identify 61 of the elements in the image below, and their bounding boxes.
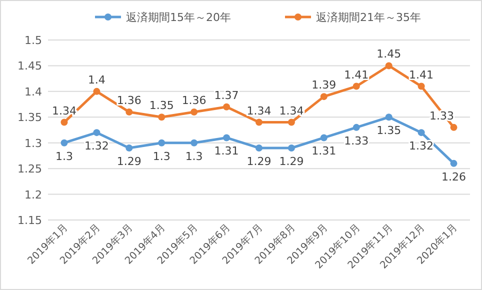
point bbox=[320, 93, 328, 100]
point bbox=[450, 124, 458, 131]
point bbox=[288, 144, 295, 152]
data-label: 1.29 bbox=[279, 155, 304, 168]
data-label: 1.32 bbox=[409, 140, 434, 153]
point bbox=[352, 124, 360, 131]
data-label: 1.3 bbox=[152, 150, 170, 163]
point bbox=[352, 82, 360, 90]
data-label: 1.3 bbox=[55, 150, 73, 163]
y-tick-label: 1.5 bbox=[24, 34, 42, 47]
y-tick-label: 1.2 bbox=[24, 188, 42, 202]
data-label: 1.34 bbox=[279, 104, 304, 118]
point bbox=[320, 134, 328, 142]
data-label: 1.29 bbox=[116, 155, 142, 168]
data-label: 1.34 bbox=[246, 104, 272, 118]
point bbox=[256, 118, 262, 126]
data-label: 1.32 bbox=[84, 140, 109, 153]
data-label: 1.33 bbox=[344, 134, 369, 148]
data-label: 1.36 bbox=[116, 94, 142, 107]
y-tick-label: 1.45 bbox=[18, 60, 42, 73]
y-tick-label: 1.15 bbox=[18, 214, 42, 227]
point bbox=[158, 139, 166, 146]
point bbox=[288, 118, 295, 126]
point bbox=[126, 144, 133, 152]
point bbox=[256, 144, 262, 152]
data-label: 1.26 bbox=[442, 170, 466, 184]
data-label: 1.31 bbox=[214, 144, 239, 158]
point bbox=[385, 114, 392, 121]
data-label: 1.45 bbox=[376, 48, 402, 61]
legend-label: 返済期間21年～35年 bbox=[316, 11, 421, 24]
data-label: 1.41 bbox=[344, 68, 369, 82]
data-label: 1.34 bbox=[52, 104, 76, 118]
point bbox=[60, 118, 68, 126]
point bbox=[158, 114, 166, 121]
point bbox=[418, 129, 425, 136]
data-label: 1.3 bbox=[185, 150, 203, 163]
data-label: 1.37 bbox=[214, 88, 239, 102]
y-tick-label: 1.3 bbox=[24, 136, 42, 150]
point bbox=[60, 139, 68, 146]
point bbox=[223, 134, 230, 142]
data-label: 1.36 bbox=[182, 94, 206, 107]
data-label: 1.35 bbox=[149, 99, 174, 112]
point bbox=[93, 88, 100, 95]
legend-label: 返済期間15年～20年 bbox=[126, 11, 231, 24]
point bbox=[385, 62, 392, 70]
y-tick-label: 1.4 bbox=[24, 85, 42, 98]
data-label: 1.4 bbox=[88, 73, 106, 86]
data-label: 1.35 bbox=[376, 124, 402, 138]
point bbox=[450, 160, 458, 167]
point bbox=[190, 139, 198, 146]
data-label: 1.29 bbox=[246, 155, 272, 168]
point bbox=[93, 129, 100, 136]
point bbox=[190, 108, 198, 116]
y-tick-label: 1.35 bbox=[18, 111, 42, 124]
point bbox=[126, 108, 133, 116]
data-label: 1.41 bbox=[409, 68, 434, 82]
y-tick-label: 1.25 bbox=[18, 162, 42, 176]
point bbox=[223, 103, 230, 110]
data-label: 1.39 bbox=[312, 78, 336, 92]
data-label: 1.31 bbox=[312, 144, 336, 158]
point bbox=[418, 82, 425, 90]
